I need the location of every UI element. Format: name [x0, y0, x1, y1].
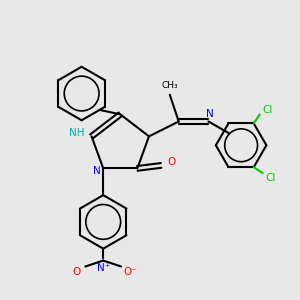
Text: NH: NH [69, 128, 85, 138]
Text: O⁻: O⁻ [123, 267, 137, 278]
Text: N: N [93, 167, 101, 176]
Text: CH₃: CH₃ [161, 81, 178, 90]
Text: N⁺: N⁺ [97, 263, 110, 273]
Text: Cl: Cl [265, 172, 275, 183]
Text: O: O [72, 267, 81, 278]
Text: N: N [206, 109, 214, 119]
Text: O: O [167, 158, 175, 167]
Text: Cl: Cl [262, 105, 272, 115]
